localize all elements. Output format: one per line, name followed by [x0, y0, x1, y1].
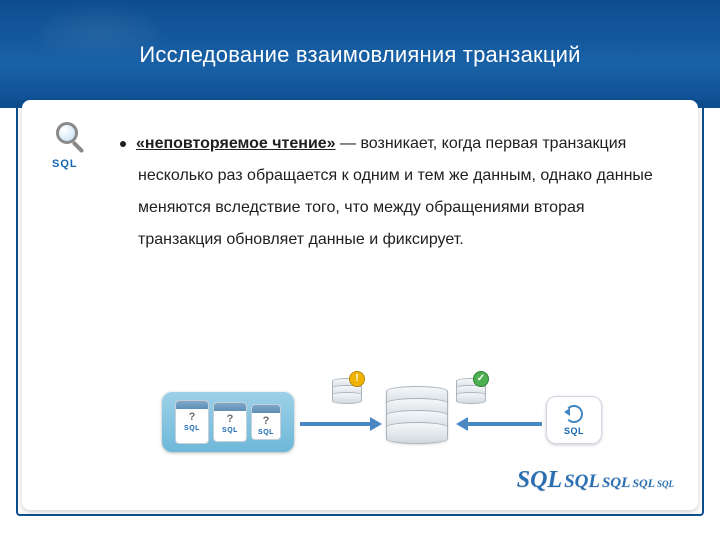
query-card: ? SQL	[175, 400, 209, 444]
cascade-item: SQL	[602, 475, 630, 492]
db-small-warn-icon: !	[332, 378, 362, 404]
slide: Исследование взаимовлияния транзакций SQ…	[0, 0, 720, 540]
cascade-item: SQL	[517, 467, 562, 494]
db-big-icon	[386, 386, 448, 444]
diagram: ? SQL ? SQL ? SQL	[162, 378, 602, 464]
content-panel: SQL «неповторяемое чтение» — возникает, …	[22, 100, 698, 510]
refresh-icon	[565, 405, 583, 423]
refresh-label: SQL	[564, 426, 584, 436]
query-label: SQL	[184, 425, 200, 434]
cascade-item: SQL	[632, 476, 655, 491]
bullet-icon	[120, 141, 126, 147]
cascade-item: SQL	[657, 479, 674, 489]
query-label: SQL	[222, 427, 238, 436]
query-label: SQL	[258, 429, 274, 438]
query-mark: ?	[263, 415, 270, 427]
sql-cascade-logo: SQL SQL SQL SQL SQL	[517, 467, 674, 494]
left-query-box: ? SQL ? SQL ? SQL	[162, 392, 294, 452]
slide-title: Исследование взаимовлияния транзакций	[0, 42, 720, 68]
db-small-ok-icon: ✓	[456, 378, 486, 404]
check-badge: ✓	[474, 372, 488, 386]
refresh-card: SQL	[554, 402, 594, 438]
query-mark: ?	[189, 411, 196, 423]
query-card: ? SQL	[251, 404, 281, 440]
warn-badge: !	[350, 372, 364, 386]
cascade-item: SQL	[564, 471, 600, 493]
body-text: «неповторяемое чтение» — возникает, когд…	[138, 128, 658, 256]
sql-magnifier-icon: SQL	[52, 122, 98, 170]
query-card: ? SQL	[213, 402, 247, 442]
term: «неповторяемое чтение»	[136, 135, 336, 152]
right-refresh-box: SQL	[546, 396, 602, 444]
query-mark: ?	[227, 413, 234, 425]
magnifier-icon	[52, 122, 86, 156]
sql-icon-label: SQL	[52, 158, 98, 170]
